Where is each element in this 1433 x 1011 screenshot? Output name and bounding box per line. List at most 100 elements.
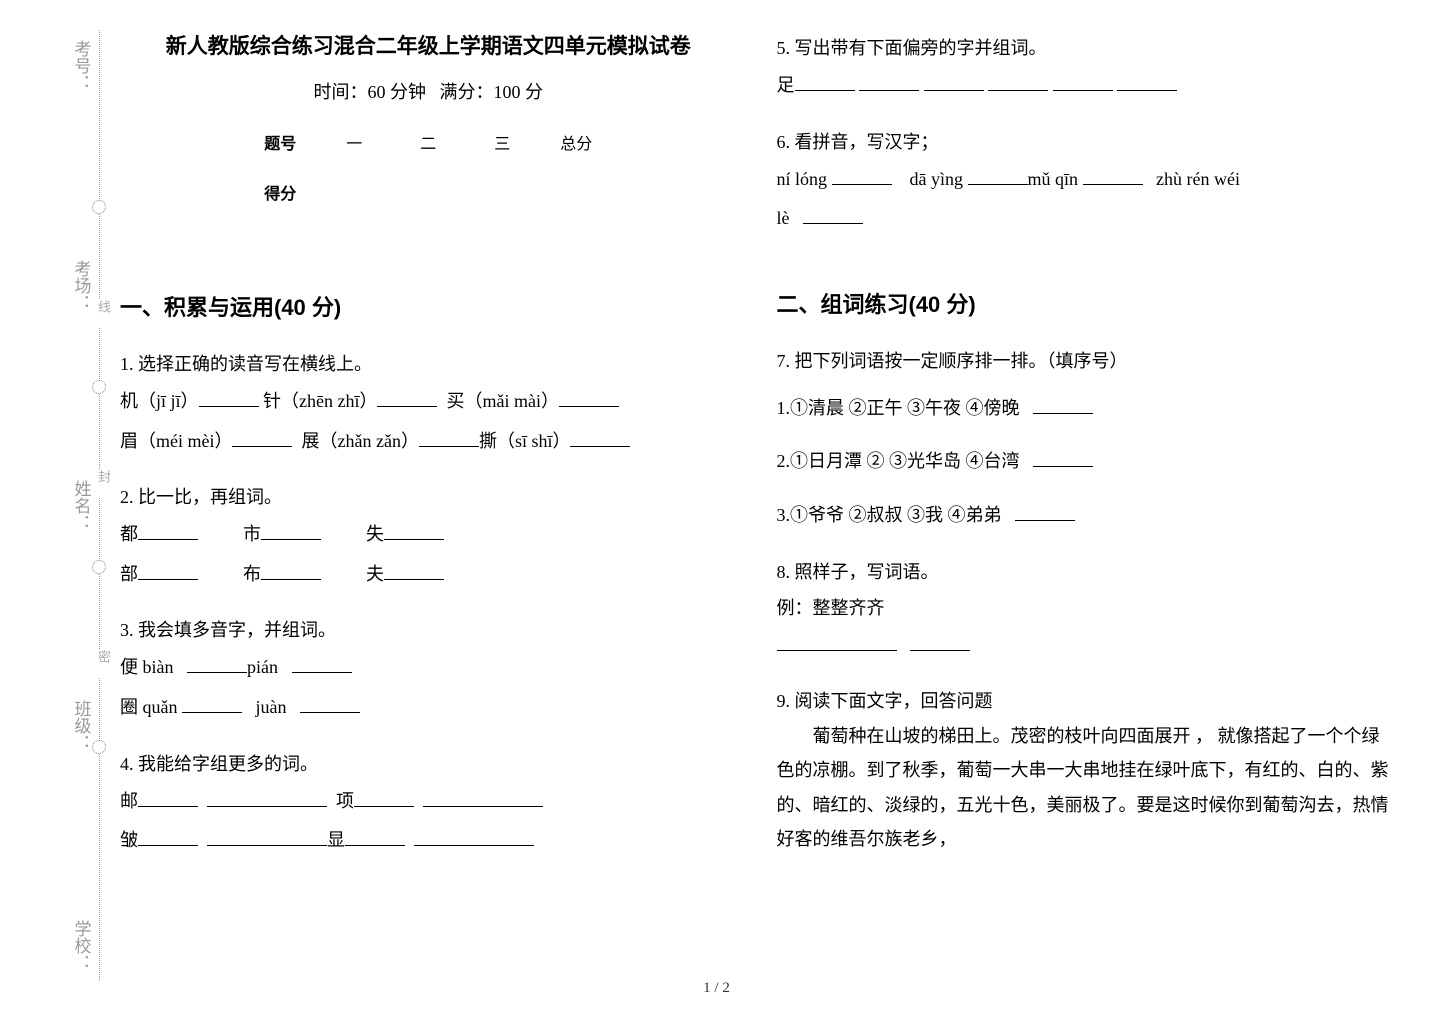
q3-row1: 便 biàn pián [120, 648, 737, 688]
blank [988, 71, 1048, 91]
q8: 8. 照样子，写词语。 例：整整齐齐 [777, 554, 1394, 666]
score-value-row: 得分 [245, 180, 611, 204]
q4-c3: 皱 [120, 830, 138, 850]
q1-l1c: 买（mǎi mài） [446, 391, 558, 411]
blank [207, 787, 327, 807]
blank [292, 654, 352, 674]
q6-p1: ní lóng [777, 169, 828, 189]
blank [187, 654, 247, 674]
score-col: 总分 [541, 130, 611, 154]
blank [300, 693, 360, 713]
q4: 4. 我能给字组更多的词。 邮 项 皱 显 [120, 746, 737, 861]
margin-label-kaohao: 考号： [69, 40, 94, 91]
blank [138, 560, 198, 580]
q5-char: 足 [777, 75, 795, 95]
blank [1083, 165, 1143, 185]
q1-l2b: 展（zhǎn zǎn） [301, 431, 418, 451]
q7: 7. 把下列词语按一定顺序排一排。（填序号） 1.①清晨 ②正午 ③午夜 ④傍晚… [777, 343, 1394, 536]
section-1-title: 一、积累与运用(40 分) [120, 290, 737, 322]
q7-text: 7. 把下列词语按一定顺序排一排。（填序号） [777, 343, 1394, 379]
q6-p5: lè [777, 208, 790, 228]
blank [261, 520, 321, 540]
margin-labels: 考号： 考场： 姓名： 班级： 学校： [66, 40, 96, 971]
q7-r2: 2.①日月潭 ② ③光华岛 ④台湾 [777, 451, 1020, 471]
blank [795, 71, 855, 91]
page-footer: 1 / 2 [0, 980, 1433, 997]
q9-passage: 葡萄种在山坡的梯田上。茂密的枝叶向四面展开 ， 就像搭起了一个个绿色的凉棚。到了… [777, 719, 1394, 856]
q2-r2b: 布 [243, 564, 261, 584]
q3: 3. 我会填多音字，并组词。 便 biàn pián 圈 quǎn juàn [120, 612, 737, 727]
column-right: 5. 写出带有下面偏旁的字并组词。 足 6. 看拼音，写汉字； ní lóng … [777, 30, 1394, 991]
q7-row2: 2.①日月潭 ② ③光华岛 ④台湾 [777, 442, 1394, 482]
seal-margin: 线 封 密 考号： 考场： 姓名： 班级： 学校： [0, 0, 110, 1011]
q2-r2a: 部 [120, 564, 138, 584]
blank [261, 560, 321, 580]
q7-row3: 3.①爷爷 ②叔叔 ③我 ④弟弟 [777, 496, 1394, 536]
blank [182, 693, 242, 713]
blank [345, 826, 405, 846]
q1-l1a: 机（jī jī） [120, 391, 199, 411]
q7-r3: 3.①爷爷 ②叔叔 ③我 ④弟弟 [777, 505, 1002, 525]
seal-seg-xian: 线 [94, 300, 113, 327]
blank [199, 387, 259, 407]
blank [910, 631, 970, 651]
blank [803, 204, 863, 224]
blank [1033, 448, 1093, 468]
q3-text: 3. 我会填多音字，并组词。 [120, 612, 737, 648]
q1-l2c: 撕（sī shī） [479, 431, 571, 451]
score-value-label: 得分 [245, 180, 315, 204]
q7-row1: 1.①清晨 ②正午 ③午夜 ④傍晚 [777, 389, 1394, 429]
q2-r2c: 夫 [366, 564, 384, 584]
exam-title: 新人教版综合练习混合二年级上学期语文四单元模拟试卷 [120, 30, 737, 60]
score-col: 三 [467, 130, 537, 154]
blank [384, 520, 444, 540]
blank [384, 560, 444, 580]
blank [232, 427, 292, 447]
q2-r1b: 市 [243, 524, 261, 544]
margin-label-xingming: 姓名： [69, 480, 94, 531]
q3-l2b: juàn [256, 697, 287, 717]
score-header-row: 题号 一 二 三 总分 [245, 130, 611, 154]
blank [968, 165, 1028, 185]
q2: 2. 比一比，再组词。 都 市 失 部 布 夫 [120, 479, 737, 594]
q1-text: 1. 选择正确的读音写在横线上。 [120, 346, 737, 382]
q6-text: 6. 看拼音，写汉字； [777, 124, 1394, 160]
blank [377, 387, 437, 407]
section-2-title: 二、组词练习(40 分) [777, 287, 1394, 319]
score-col: 一 [319, 130, 389, 154]
seal-line [98, 30, 100, 981]
q6-p4: zhù rén wéi [1156, 169, 1240, 189]
exam-subtitle: 时间：60 分钟 满分：100 分 [120, 78, 737, 104]
q2-row2: 部 布 夫 [120, 555, 737, 595]
blank [414, 826, 534, 846]
q1-line1: 机（jī jī） 针（zhēn zhī） 买（mǎi mài） [120, 382, 737, 422]
q1: 1. 选择正确的读音写在横线上。 机（jī jī） 针（zhēn zhī） 买（… [120, 346, 737, 461]
margin-label-kaochang: 考场： [69, 260, 94, 311]
q9-text: 9. 阅读下面文字，回答问题 [777, 683, 1394, 719]
blank [559, 387, 619, 407]
margin-label-banji: 班级： [69, 700, 94, 751]
q6-p2: dā yìng [910, 169, 964, 189]
blank [419, 427, 479, 447]
q4-c2: 项 [336, 791, 354, 811]
blank [859, 71, 919, 91]
blank [1117, 71, 1177, 91]
q6-row2: lè [777, 199, 1394, 239]
q5-row: 足 [777, 66, 1394, 106]
q2-row1: 都 市 失 [120, 515, 737, 555]
exam-page: 线 封 密 考号： 考场： 姓名： 班级： 学校： 新人教版综合练习混合二年级上… [0, 0, 1433, 1011]
blank [423, 787, 543, 807]
q2-r1c: 失 [366, 524, 384, 544]
q4-row1: 邮 项 [120, 782, 737, 822]
margin-label-xuexiao: 学校： [69, 920, 94, 971]
q3-row2: 圈 quǎn juàn [120, 688, 737, 728]
blank [777, 631, 897, 651]
q3-l1b: pián [247, 657, 278, 677]
q4-text: 4. 我能给字组更多的词。 [120, 746, 737, 782]
q6: 6. 看拼音，写汉字； ní lóng dā yìng mǔ qīn zhù r… [777, 124, 1394, 239]
q1-line2: 眉（méi mèi） 展（zhǎn zǎn） 撕（sī shī） [120, 422, 737, 462]
q4-c4: 显 [327, 830, 345, 850]
q6-row1: ní lóng dā yìng mǔ qīn zhù rén wéi [777, 160, 1394, 200]
q1-l2a: 眉（méi mèi） [120, 431, 232, 451]
score-table: 题号 一 二 三 总分 得分 [245, 130, 611, 230]
